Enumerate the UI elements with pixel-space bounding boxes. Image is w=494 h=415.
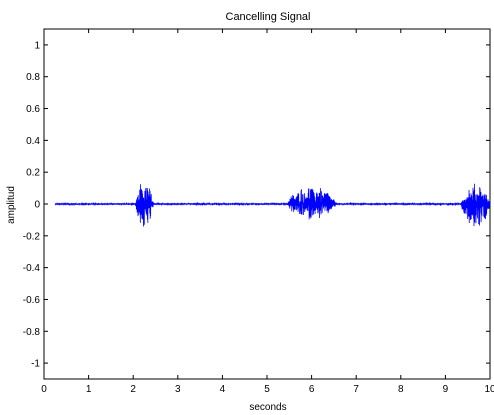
y-tick-label: -0.8 bbox=[23, 327, 41, 338]
y-tick-label: -0.6 bbox=[23, 295, 41, 306]
x-tick-label: 10 bbox=[484, 384, 494, 395]
axes: 0 1 2 3 4 5 6 7 8 9 10 -1 -0.8 -0.6 -0.4 -0.2 0 0.2 0.4 0.6… bbox=[23, 28, 494, 395]
x-tick-label: 4 bbox=[220, 384, 226, 395]
x-tick-label: 3 bbox=[175, 384, 181, 395]
x-tick-label: 2 bbox=[130, 384, 136, 395]
chart-title: Cancelling Signal bbox=[226, 11, 311, 23]
x-tick-label: 0 bbox=[41, 384, 47, 395]
x-tick-label: 7 bbox=[353, 384, 359, 395]
x-axis-label: seconds bbox=[249, 402, 286, 413]
y-tick-label: -0.4 bbox=[23, 263, 41, 274]
y-tick-label: 0.2 bbox=[26, 168, 40, 179]
x-tick-label: 8 bbox=[398, 384, 404, 395]
x-tick-label: 1 bbox=[86, 384, 92, 395]
signal-series bbox=[54, 183, 491, 227]
y-tick-label: 0 bbox=[34, 200, 40, 211]
y-tick-label: 0.4 bbox=[26, 136, 40, 147]
signal-line bbox=[54, 183, 491, 227]
y-tick-label: -0.2 bbox=[23, 231, 41, 242]
x-tick-label: 5 bbox=[264, 384, 270, 395]
y-tick-label: 0.6 bbox=[26, 104, 40, 115]
x-tick-label: 9 bbox=[443, 384, 449, 395]
x-tick-label: 6 bbox=[309, 384, 315, 395]
y-tick-label: 1 bbox=[34, 40, 40, 51]
y-tick-label: 0.8 bbox=[26, 72, 40, 83]
y-axis-label: amplitud bbox=[6, 186, 17, 224]
y-tick-label: -1 bbox=[31, 359, 40, 370]
